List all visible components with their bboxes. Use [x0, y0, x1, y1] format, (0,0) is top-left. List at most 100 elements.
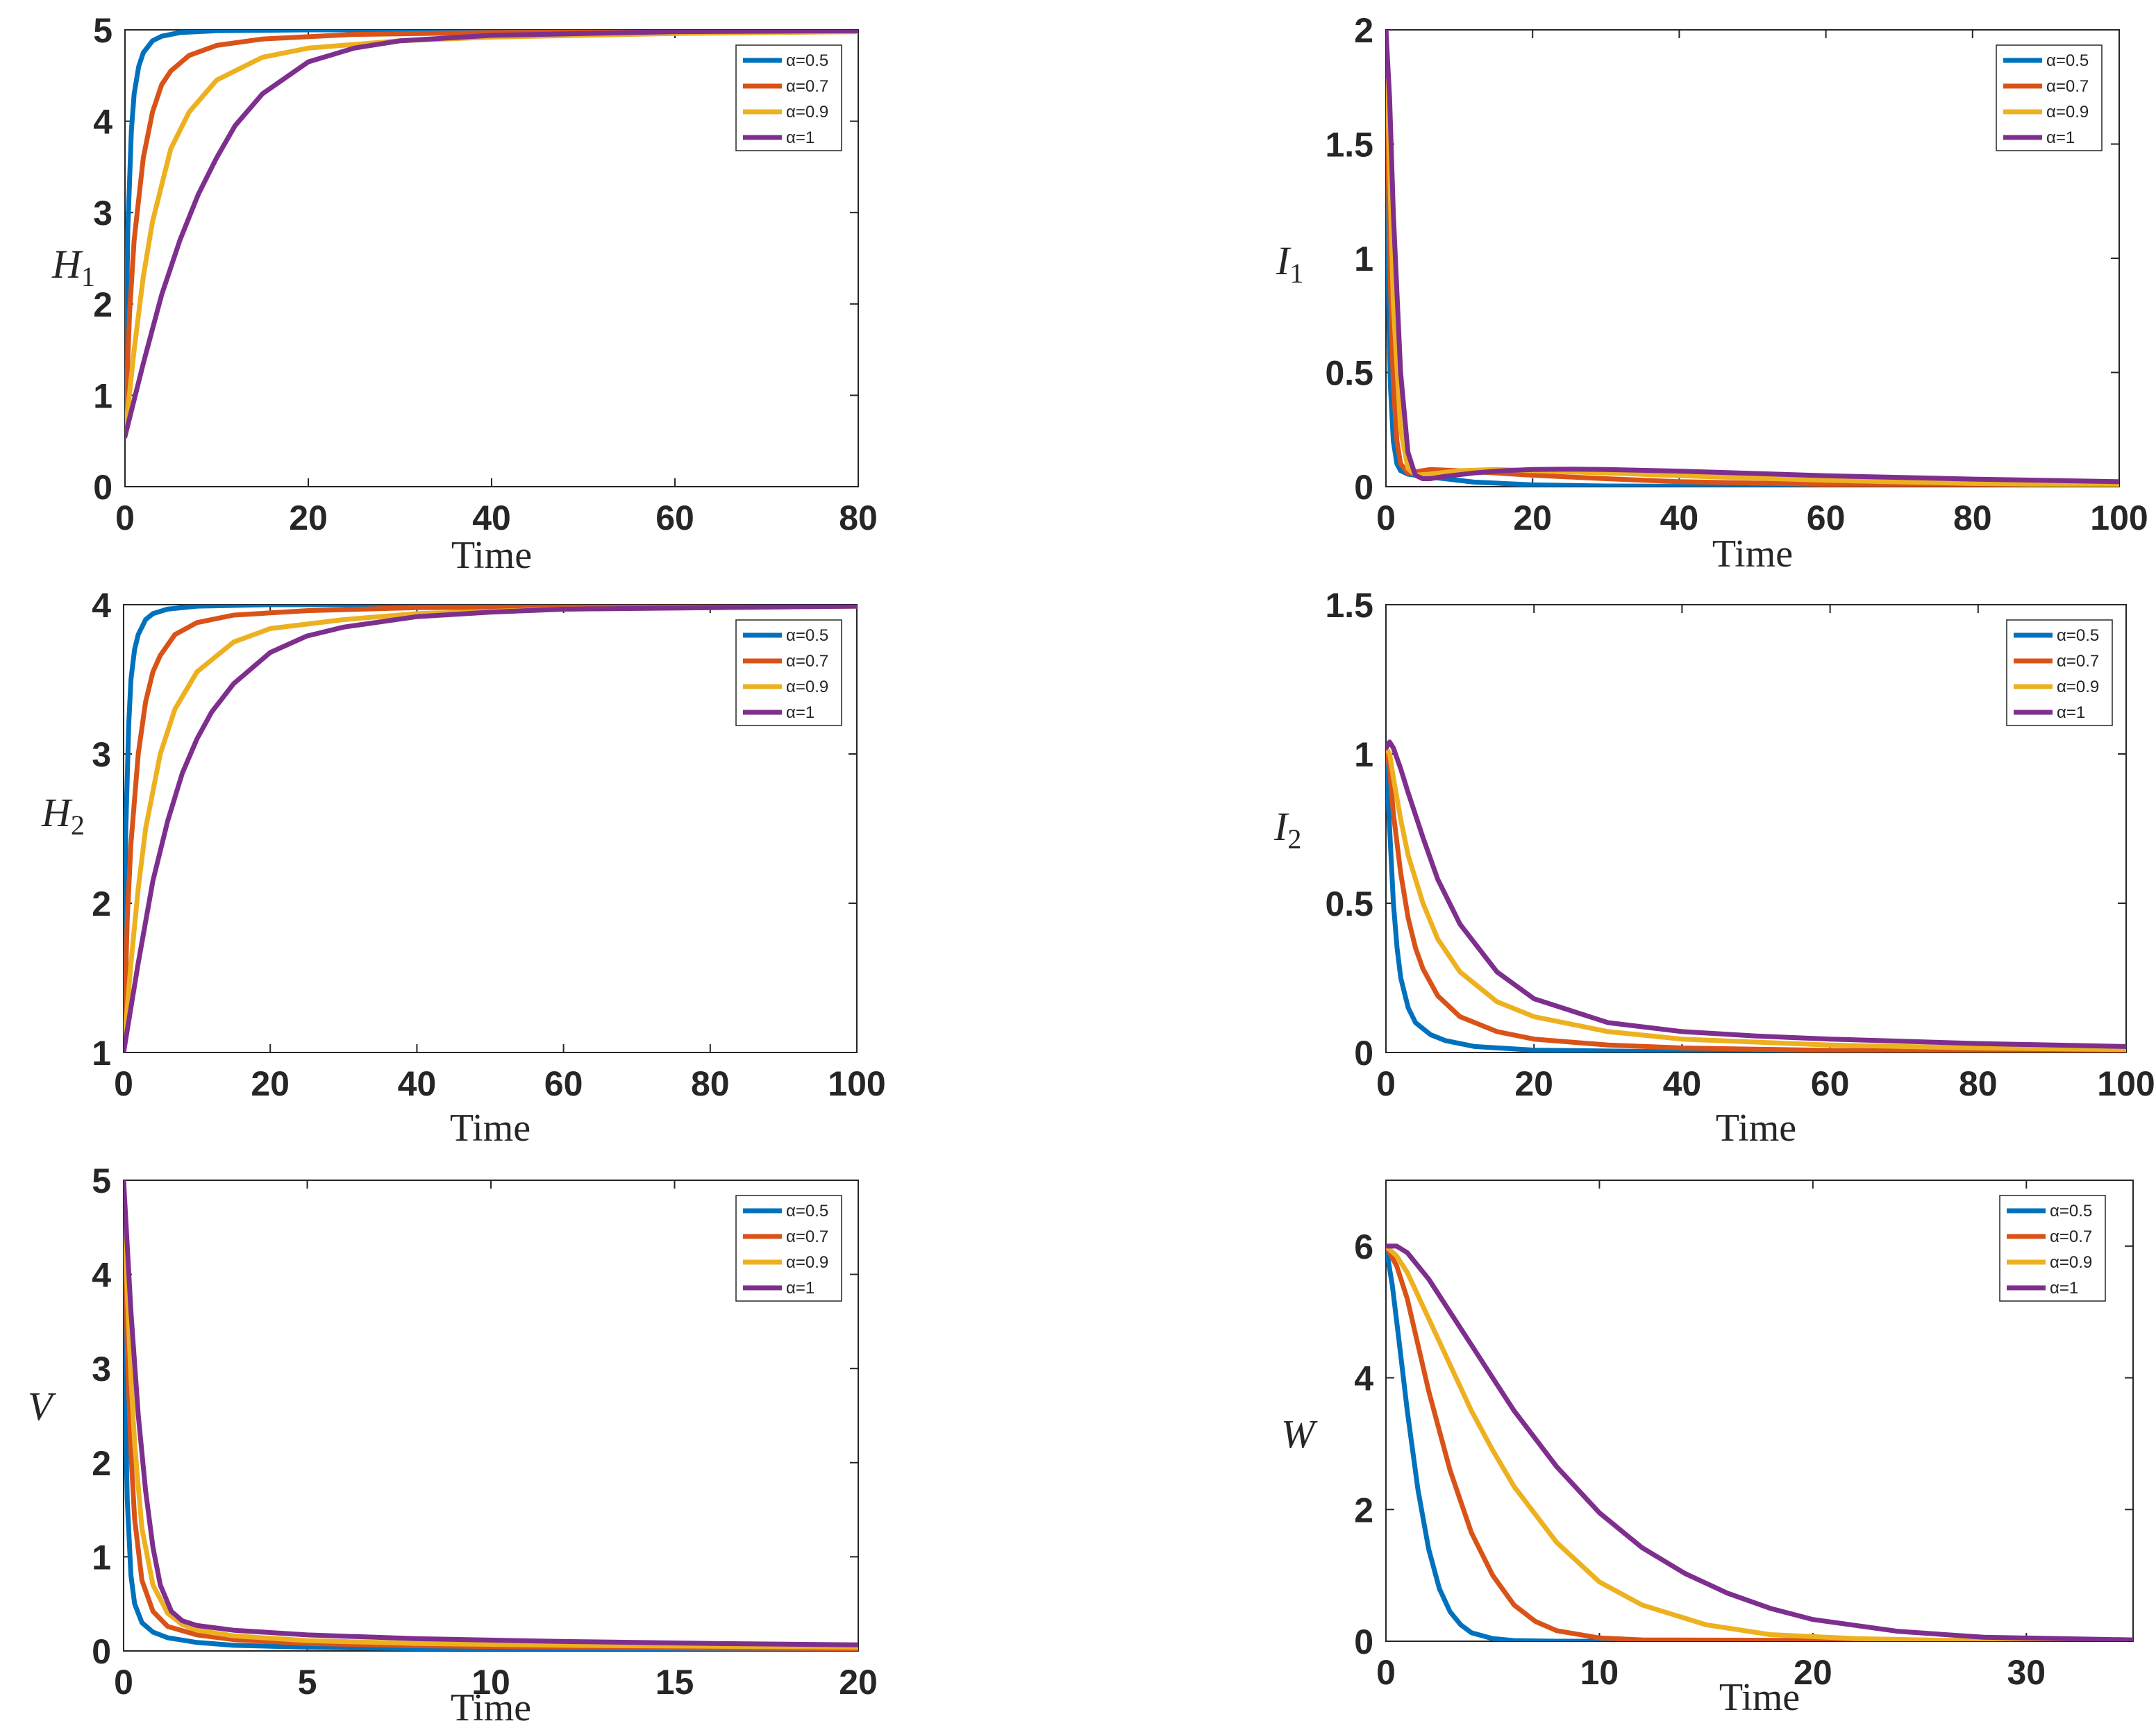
x-axis-title: Time [451, 1686, 531, 1728]
y-tick-label: 0 [1354, 1034, 1373, 1073]
legend-label: α=0.7 [786, 652, 828, 671]
y-axis-title: I2 [1273, 804, 1301, 855]
legend-label: α=0.9 [786, 678, 828, 696]
legend-label: α=0.9 [786, 103, 828, 121]
series-line-1 [125, 30, 858, 439]
legend-label: α=0.7 [786, 77, 828, 96]
x-tick-label: 10 [1580, 1653, 1619, 1692]
x-tick-label: 60 [1811, 1064, 1850, 1103]
x-axis-title: Time [451, 534, 532, 577]
y-axis-title: W [1281, 1411, 1318, 1457]
legend-label: α=0.5 [786, 1202, 828, 1220]
series-line-1 [124, 1180, 858, 1651]
y-tick-label: 3 [93, 194, 112, 233]
y-tick-label: 3 [92, 735, 111, 774]
x-tick-label: 40 [472, 498, 511, 537]
x-tick-label: 40 [1663, 1064, 1702, 1103]
x-axis-title: Time [1712, 532, 1793, 576]
y-tick-label: 1 [93, 376, 112, 415]
series-line-2 [125, 30, 858, 439]
y-tick-label: 1 [1354, 735, 1373, 774]
legend-label: α=0.7 [2057, 652, 2099, 671]
y-tick-label: 4 [92, 1256, 111, 1295]
legend-label: α=0.5 [786, 51, 828, 70]
x-tick-label: 40 [398, 1064, 437, 1103]
y-axis-title: I1 [1276, 238, 1303, 289]
series-line-4 [1386, 1243, 2133, 1641]
y-axis-title-subscript: 2 [1287, 823, 1301, 855]
y-tick-label: 2 [92, 1444, 111, 1483]
x-tick-label: 10 [471, 1663, 510, 1702]
x-tick-label: 60 [655, 498, 694, 537]
series-line-4 [1386, 739, 2126, 1049]
series-line-4 [1386, 30, 2119, 485]
legend-label: α=1 [2057, 703, 2085, 722]
y-tick-label: 2 [1354, 1491, 1373, 1529]
y-tick-label: 1 [92, 1034, 111, 1073]
x-tick-label: 100 [2090, 498, 2148, 537]
y-tick-label: 1.5 [1325, 586, 1373, 625]
y-tick-label: 0.5 [1325, 884, 1373, 923]
x-tick-label: 20 [1513, 498, 1552, 537]
y-axis-title-subscript: 1 [81, 261, 95, 292]
y-tick-label: 0 [1354, 1622, 1373, 1661]
y-tick-label: 2 [93, 285, 112, 324]
x-tick-label: 0 [114, 1064, 133, 1103]
y-tick-label: 6 [1354, 1227, 1373, 1266]
x-axis-title: Time [1716, 1107, 1796, 1150]
legend: α=0.5 α=0.7 α=0.9 α=1 [735, 44, 842, 151]
y-tick-label: 1 [1354, 240, 1373, 278]
legend-label: α=0.9 [2046, 103, 2089, 121]
series-line-3 [1386, 745, 2126, 1052]
y-tick-label: 5 [92, 1161, 111, 1200]
x-tick-label: 0 [115, 498, 135, 537]
legend-label: α=1 [786, 128, 814, 147]
x-tick-label: 0 [1376, 1653, 1396, 1692]
legend: α=0.5 α=0.7 α=0.9 α=1 [735, 1195, 842, 1302]
x-tick-label: 0 [1376, 498, 1396, 537]
legend-label: α=0.9 [2057, 678, 2099, 696]
y-tick-label: 0 [92, 1632, 111, 1671]
x-tick-label: 80 [1953, 498, 1992, 537]
series-line-1 [1386, 751, 2126, 1052]
x-tick-label: 60 [1807, 498, 1846, 537]
y-axis-title-subscript: 2 [71, 810, 85, 841]
chart-V: 0 5 10 15 20 0 1 2 3 4 5 Time Vα=0.5 α=0.7 α=0.9 α=1 [28, 1161, 878, 1728]
series-line-3 [124, 1180, 858, 1650]
legend-label: α=0.5 [2057, 626, 2099, 645]
series-line-4 [124, 605, 857, 1052]
legend-label: α=0.7 [2050, 1227, 2092, 1246]
legend: α=0.5 α=0.7 α=0.9 α=1 [1999, 1195, 2106, 1302]
chart-H2: 0 20 40 60 80 100 1 2 3 4 Time H2 α=0.5 α=0.7 α=0.9 α=1 [41, 586, 886, 1150]
y-tick-label: 0 [1354, 468, 1373, 507]
legend-label: α=0.5 [786, 626, 828, 645]
series-line-2 [1386, 745, 2126, 1052]
x-tick-label: 100 [828, 1064, 885, 1103]
legend-box [735, 1195, 842, 1302]
x-tick-label: 0 [1376, 1064, 1396, 1103]
y-axis-title: H2 [41, 790, 85, 841]
legend-label: α=1 [2046, 128, 2075, 147]
y-axis-title: V [28, 1384, 57, 1429]
x-tick-label: 30 [2007, 1653, 2046, 1692]
legend-label: α=0.9 [2050, 1253, 2092, 1272]
y-tick-label: 2 [92, 884, 111, 923]
x-tick-label: 80 [839, 498, 878, 537]
x-tick-label: 80 [1959, 1064, 1998, 1103]
series-line-3 [1386, 1243, 2133, 1641]
chart-W: 0 10 20 30 0 2 4 6 Time Wα=0.5 α=0.7 α=0.9 α=1 [1281, 1180, 2134, 1719]
y-tick-label: 4 [1354, 1359, 1373, 1398]
legend-label: α=0.7 [786, 1227, 828, 1246]
series-line-1 [124, 605, 857, 1052]
legend-label: α=0.9 [786, 1253, 828, 1272]
series-line-2 [124, 605, 857, 1052]
chart-I2: 0 20 40 60 80 10000.511.5TimeI2α=0.5α=0.7α=0.… [1273, 586, 2155, 1150]
legend-label: α=0.7 [2046, 77, 2089, 96]
x-tick-label: 60 [544, 1064, 583, 1103]
y-tick-label: 2 [1354, 11, 1373, 50]
x-axis-title: Time [450, 1107, 530, 1150]
legend: α=0.5 α=0.7 α=0.9 α=1 [2006, 619, 2113, 726]
x-tick-label: 15 [655, 1663, 694, 1702]
